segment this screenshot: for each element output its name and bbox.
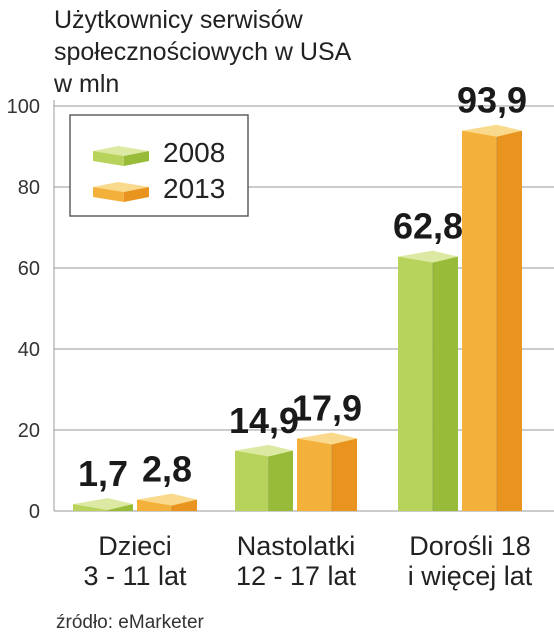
bar-2013-0-top (137, 493, 197, 506)
bar-2013-1-front (297, 438, 332, 511)
bar-2008-2-front (398, 256, 433, 511)
data-label-2008-0: 1,7 (78, 453, 128, 494)
bar-2013-2-front (462, 130, 497, 511)
bar-2013-2-side (496, 130, 522, 511)
legend-swatch-side-2013 (123, 187, 149, 202)
legend-swatch-front-2008 (93, 151, 124, 166)
data-label-2013-1: 17,9 (292, 388, 362, 429)
legend-swatch-side-2008 (123, 151, 149, 166)
title-line-1: Użytkownicy serwisów (54, 6, 303, 34)
y-tick-label: 80 (18, 177, 40, 199)
source-note: źródło: eMarketer (56, 612, 204, 633)
legend-box (69, 114, 249, 217)
bar-2008-1-side (268, 450, 293, 511)
chart-title: Użytkownicy serwisów społecznościowych w… (54, 4, 494, 100)
title-line-3: w mln (54, 70, 120, 98)
category-label-0-0: Dzieci (98, 531, 172, 561)
legend-swatch-top-2013 (93, 182, 149, 192)
bar-2008-1-front (235, 450, 269, 511)
y-tick-label: 20 (18, 420, 40, 442)
legend-swatch-top-2008 (93, 146, 149, 156)
data-label-2008-1: 14,9 (229, 400, 299, 441)
y-tick-label: 40 (18, 339, 40, 361)
category-label-1-0: Nastolatki (237, 531, 356, 561)
y-tick-label: 100 (7, 96, 40, 118)
data-label-2013-0: 2,8 (142, 449, 192, 490)
legend-swatch-front-2013 (93, 187, 124, 202)
bar-2013-1-side (331, 438, 357, 511)
data-label-2008-2: 62,8 (393, 206, 463, 247)
legend-label-2008: 2008 (163, 137, 225, 168)
title-line-2: społecznościowych w USA (54, 38, 352, 66)
bar-2008-2-side (432, 256, 458, 511)
legend-label-2013: 2013 (163, 173, 225, 204)
category-label-2-1: i więcej lat (408, 561, 533, 591)
data-label-2013-2: 93,9 (457, 80, 527, 121)
category-label-0-1: 3 - 11 lat (83, 561, 187, 591)
category-label-1-1: 12 - 17 lat (236, 561, 357, 591)
bar-2013-1-top (297, 432, 357, 445)
y-tick-label: 60 (18, 258, 40, 280)
bar-2008-2-top (398, 250, 458, 263)
y-tick-label: 0 (29, 501, 40, 523)
category-label-2-0: Dorośli 18 (409, 531, 531, 561)
bar-2008-0-top (73, 498, 133, 511)
bar-2008-1-top (235, 444, 293, 457)
bar-2013-2-top (462, 124, 522, 137)
